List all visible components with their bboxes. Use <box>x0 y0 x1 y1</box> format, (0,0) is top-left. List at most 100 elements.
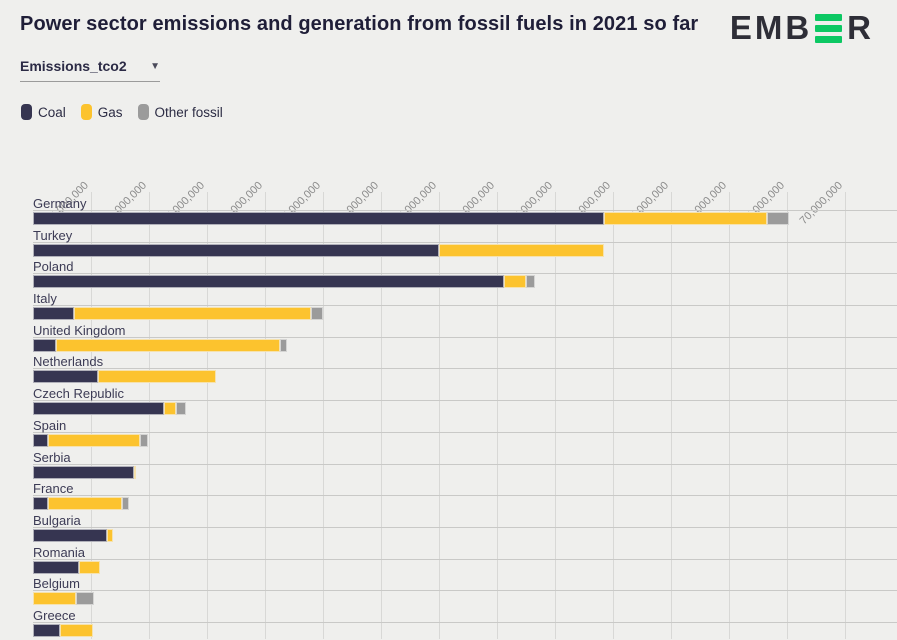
stacked-bar <box>33 623 897 637</box>
bar-segment-other-fossil[interactable] <box>767 212 790 225</box>
ember-logo[interactable]: EMB R <box>730 9 874 47</box>
country-label: Greece <box>33 608 897 623</box>
stacked-bar <box>33 402 897 416</box>
bar-row-bulgaria: Bulgaria <box>33 513 897 545</box>
bar-row-belgium: Belgium <box>33 576 897 608</box>
bar-segment-other-fossil[interactable] <box>311 307 323 321</box>
bar-segment-gas[interactable] <box>79 560 101 574</box>
stacked-bar <box>33 528 897 542</box>
bar-segment-gas[interactable] <box>97 370 217 384</box>
stacked-bar <box>33 275 897 289</box>
stacked-bar <box>33 497 897 511</box>
bar-segment-other-fossil[interactable] <box>525 275 536 289</box>
bar-segment-gas[interactable] <box>48 433 140 447</box>
bar-segment-gas[interactable] <box>438 243 604 257</box>
country-label: France <box>33 481 897 497</box>
bar-segment-gas[interactable] <box>33 592 76 606</box>
country-label: Bulgaria <box>33 513 897 528</box>
stacked-bar <box>33 307 897 321</box>
bar-segment-coal[interactable] <box>33 528 108 542</box>
gridline <box>206 192 208 639</box>
country-label: Germany <box>33 196 897 211</box>
legend-swatch-icon <box>137 104 149 120</box>
logo-green-e-icon <box>815 13 843 43</box>
bar-segment-coal[interactable] <box>33 212 604 225</box>
legend-label: Other fossil <box>154 104 223 120</box>
legend-item-gas[interactable]: Gas <box>80 104 123 120</box>
country-label: Italy <box>33 291 897 307</box>
stacked-bar <box>33 243 897 257</box>
country-label: Poland <box>33 259 897 275</box>
bar-segment-coal[interactable] <box>33 623 60 637</box>
bar-segment-gas[interactable] <box>107 528 114 542</box>
gridline <box>322 192 324 639</box>
bar-segment-coal[interactable] <box>33 497 49 511</box>
chart-area: 5,000,000 10,000,000 15,000,000 20,000,000 2… <box>33 135 897 639</box>
chevron-down-icon: ▼ <box>150 60 160 72</box>
gridline <box>612 192 614 639</box>
legend-label: Coal <box>38 104 66 120</box>
country-label: Netherlands <box>33 354 897 370</box>
country-label: Romania <box>33 545 897 560</box>
gridline <box>496 192 498 639</box>
stacked-bar <box>33 370 897 384</box>
bar-segment-coal[interactable] <box>33 307 74 321</box>
country-label: Turkey <box>33 228 897 243</box>
legend-swatch-icon <box>80 104 92 120</box>
bar-row-poland: Poland <box>33 259 897 291</box>
metric-dropdown-value: Emissions_tco2 <box>20 58 127 74</box>
bar-segment-gas[interactable] <box>164 402 176 416</box>
gridline <box>554 192 556 639</box>
bar-rows: Germany Turkey Poland Italy United Kingdom Ne… <box>33 196 897 640</box>
bar-segment-other-fossil[interactable] <box>139 433 148 447</box>
bar-segment-gas[interactable] <box>59 623 94 637</box>
gridline <box>786 192 788 639</box>
gridline <box>728 192 730 639</box>
bar-segment-gas[interactable] <box>503 275 526 289</box>
gridline <box>264 192 266 639</box>
legend-swatch-icon <box>21 104 32 120</box>
bar-segment-coal[interactable] <box>33 275 504 289</box>
x-axis: 5,000,000 10,000,000 15,000,000 20,000,000 2… <box>33 135 897 227</box>
bar-row-italy: Italy <box>33 291 897 323</box>
stacked-bar <box>33 592 897 606</box>
stacked-bar <box>33 560 897 574</box>
bar-segment-coal[interactable] <box>33 338 57 352</box>
bar-segment-gas[interactable] <box>603 212 768 225</box>
bar-segment-gas[interactable] <box>56 338 281 352</box>
bar-segment-other-fossil[interactable] <box>75 592 95 606</box>
bar-segment-gas[interactable] <box>73 307 312 321</box>
bar-row-germany: Germany <box>33 196 897 228</box>
logo-text-right: R <box>847 9 874 46</box>
bar-segment-gas[interactable] <box>133 465 137 479</box>
bar-segment-coal[interactable] <box>33 560 80 574</box>
legend-item-other-fossil[interactable]: Other fossil <box>137 104 223 120</box>
page-title: Power sector emissions and generation fr… <box>20 13 699 35</box>
bar-segment-gas[interactable] <box>48 497 123 511</box>
bar-segment-coal[interactable] <box>33 243 439 257</box>
country-label: United Kingdom <box>33 323 897 338</box>
bar-row-greece: Greece <box>33 608 897 640</box>
gridline <box>380 192 382 639</box>
country-label: Serbia <box>33 450 897 465</box>
country-label: Spain <box>33 418 897 433</box>
metric-dropdown[interactable]: Emissions_tco2 ▼ <box>20 58 160 82</box>
bar-segment-other-fossil[interactable] <box>175 402 187 416</box>
gridline <box>438 192 440 639</box>
bar-segment-coal[interactable] <box>33 465 134 479</box>
stacked-bar <box>33 465 897 479</box>
stacked-bar <box>33 338 897 352</box>
bar-row-turkey: Turkey <box>33 228 897 260</box>
legend-item-coal[interactable]: Coal <box>21 104 66 120</box>
gridlines <box>33 192 897 639</box>
logo-text-left: EMB <box>729 9 813 46</box>
bar-row-czech-republic: Czech Republic <box>33 386 897 418</box>
bar-segment-other-fossil[interactable] <box>122 497 130 511</box>
bar-segment-coal[interactable] <box>33 433 49 447</box>
stacked-bar <box>33 212 897 225</box>
bar-row-netherlands: Netherlands <box>33 354 897 386</box>
bar-segment-other-fossil[interactable] <box>280 338 287 352</box>
bar-segment-coal[interactable] <box>33 370 98 384</box>
bar-segment-coal[interactable] <box>33 402 165 416</box>
